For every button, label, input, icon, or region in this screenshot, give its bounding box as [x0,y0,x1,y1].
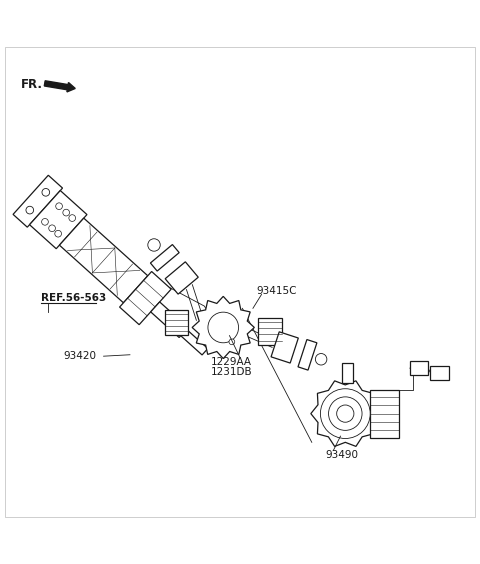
Circle shape [207,311,213,317]
Polygon shape [150,245,179,271]
Circle shape [336,405,354,422]
Polygon shape [60,218,148,303]
Polygon shape [311,381,380,446]
Polygon shape [30,191,87,249]
Circle shape [69,215,75,222]
Circle shape [328,397,362,430]
Text: 93420: 93420 [63,351,96,361]
Circle shape [26,206,34,214]
Polygon shape [165,262,198,294]
Polygon shape [258,318,282,345]
Polygon shape [410,362,428,375]
Circle shape [321,389,370,438]
Circle shape [208,312,239,343]
Polygon shape [271,332,299,363]
Polygon shape [120,271,171,325]
Text: 93415C: 93415C [257,285,297,296]
Polygon shape [370,390,399,438]
Text: 93490: 93490 [325,450,358,460]
Text: REF.56-563: REF.56-563 [41,293,107,303]
Circle shape [42,188,49,196]
Text: FR.: FR. [21,78,43,91]
FancyArrow shape [44,81,75,92]
Polygon shape [342,363,353,382]
Polygon shape [181,329,208,355]
Polygon shape [298,340,317,370]
Circle shape [315,354,327,365]
Polygon shape [192,296,254,359]
Polygon shape [165,310,188,335]
Polygon shape [431,366,449,380]
Circle shape [49,225,56,232]
Polygon shape [13,175,62,227]
Circle shape [55,230,61,237]
Circle shape [56,203,62,210]
Circle shape [229,339,235,345]
Text: 1231DB: 1231DB [211,367,253,377]
Circle shape [63,209,70,216]
Polygon shape [151,302,188,337]
Circle shape [148,239,160,251]
Text: 1229AA: 1229AA [211,357,252,367]
Circle shape [42,218,48,225]
